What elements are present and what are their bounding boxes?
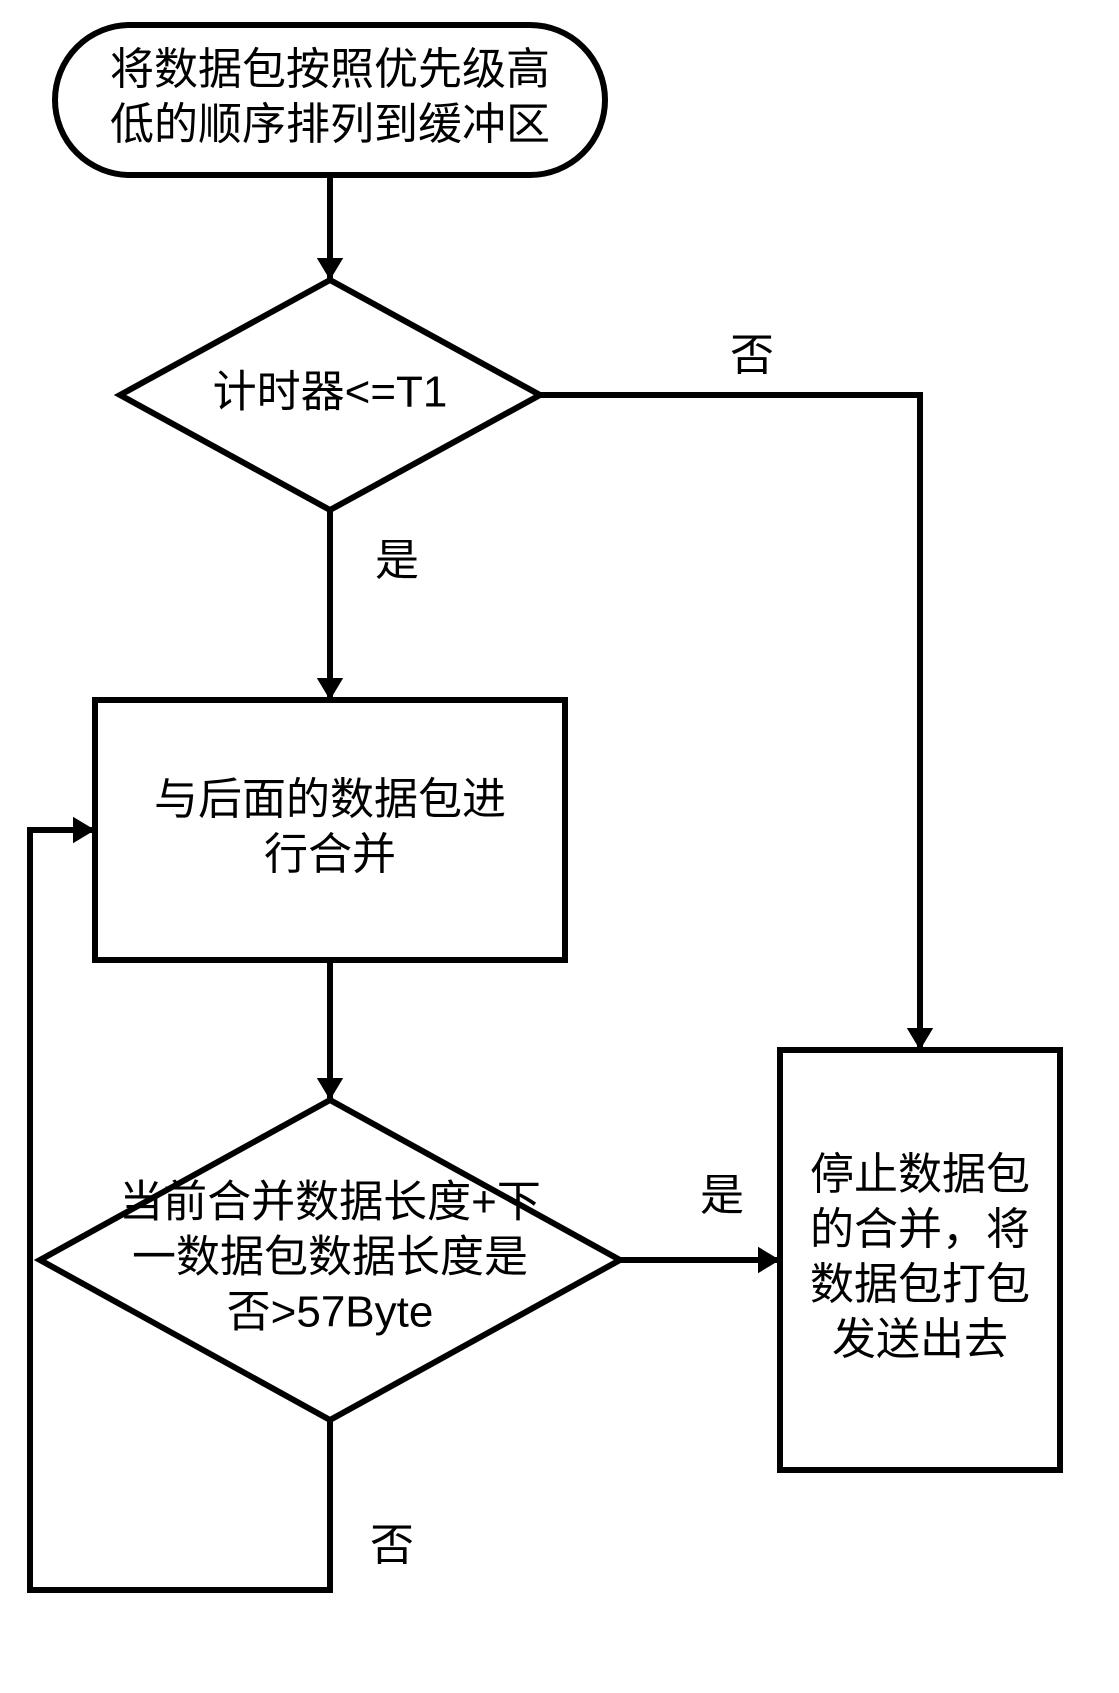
node-text-line: 发送出去: [832, 1315, 1008, 1364]
edge-label: 否: [730, 331, 774, 380]
node-text-line: 数据包打包: [810, 1260, 1030, 1309]
node-text-line: 否>57Byte: [227, 1288, 434, 1337]
arrowhead: [73, 817, 95, 843]
node-text-line: 行合并: [264, 830, 396, 879]
node-text-line: 停止数据包: [810, 1150, 1030, 1199]
flowchart-canvas: 是否是否将数据包按照优先级高低的顺序排列到缓冲区计时器<=T1与后面的数据包进行…: [0, 0, 1119, 1693]
edge-label: 是: [375, 536, 419, 585]
node-text-line: 当前合并数据长度+下: [119, 1178, 541, 1227]
node-text-line: 的合并，将: [810, 1205, 1030, 1254]
node-text-line: 一数据包数据长度是: [132, 1233, 528, 1282]
arrowhead: [758, 1247, 780, 1273]
node-text-line: 低的顺序排列到缓冲区: [110, 100, 550, 149]
edge-label: 否: [370, 1521, 414, 1570]
node-text-line: 计时器<=T1: [213, 368, 448, 417]
edge-label: 是: [700, 1171, 744, 1220]
edge: [540, 395, 920, 1048]
node-text-line: 与后面的数据包进: [154, 775, 506, 824]
arrowhead: [907, 1028, 933, 1050]
node-text-line: 将数据包按照优先级高: [110, 45, 550, 94]
arrowhead: [317, 678, 343, 700]
